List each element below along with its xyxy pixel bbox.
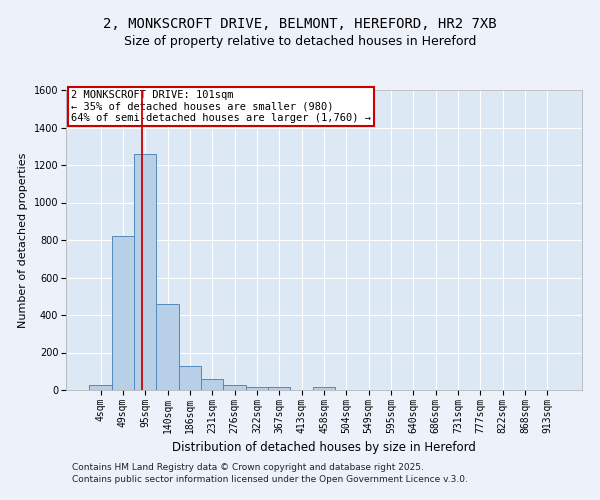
Bar — [112, 236, 134, 390]
Bar — [268, 387, 290, 390]
Bar — [89, 386, 112, 390]
Text: 2 MONKSCROFT DRIVE: 101sqm
← 35% of detached houses are smaller (980)
64% of sem: 2 MONKSCROFT DRIVE: 101sqm ← 35% of deta… — [71, 90, 371, 123]
Bar — [313, 387, 335, 390]
Text: 2, MONKSCROFT DRIVE, BELMONT, HEREFORD, HR2 7XB: 2, MONKSCROFT DRIVE, BELMONT, HEREFORD, … — [103, 18, 497, 32]
Bar — [246, 387, 268, 390]
Bar — [179, 366, 201, 390]
Bar — [223, 386, 246, 390]
Bar — [201, 379, 223, 390]
Y-axis label: Number of detached properties: Number of detached properties — [18, 152, 28, 328]
Text: Contains public sector information licensed under the Open Government Licence v.: Contains public sector information licen… — [72, 474, 468, 484]
X-axis label: Distribution of detached houses by size in Hereford: Distribution of detached houses by size … — [172, 441, 476, 454]
Bar — [157, 304, 179, 390]
Text: Size of property relative to detached houses in Hereford: Size of property relative to detached ho… — [124, 35, 476, 48]
Text: Contains HM Land Registry data © Crown copyright and database right 2025.: Contains HM Land Registry data © Crown c… — [72, 464, 424, 472]
Bar — [134, 154, 157, 390]
